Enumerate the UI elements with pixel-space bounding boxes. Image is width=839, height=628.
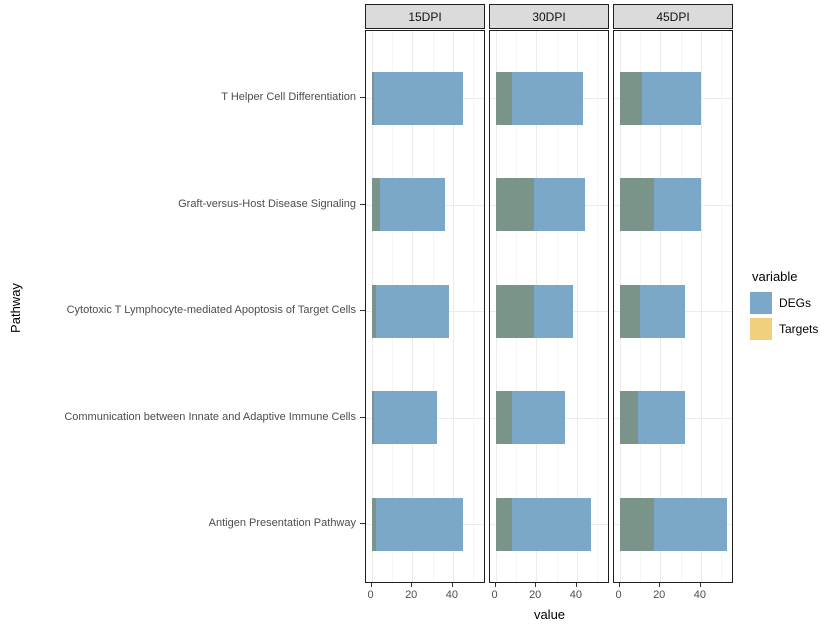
- bar-degs: [495, 391, 565, 444]
- bar-targets-overlap: [495, 178, 535, 231]
- facet-strip: 15DPI: [365, 4, 485, 29]
- bar-targets-overlap: [619, 71, 642, 125]
- y-tick-mark: [360, 203, 365, 205]
- bar-degs: [495, 497, 592, 551]
- bar-targets-overlap: [619, 497, 655, 551]
- x-tick-mark: [494, 583, 496, 587]
- x-tick-mark: [370, 583, 372, 587]
- bar-targets-overlap: [371, 178, 380, 231]
- bar-targets-overlap: [619, 391, 638, 444]
- facet-strip-label: 15DPI: [408, 9, 442, 24]
- x-tick-mark: [411, 583, 413, 587]
- bar-degs: [371, 284, 449, 338]
- bar-targets-overlap: [495, 497, 512, 551]
- legend-swatch-degs: [750, 292, 772, 314]
- x-axis-title: value: [533, 607, 566, 622]
- legend-key: DEGs: [750, 292, 838, 314]
- bar-targets-overlap: [371, 284, 376, 338]
- facet-panel: [365, 30, 485, 583]
- x-tick-label: 40: [569, 589, 583, 601]
- y-axis-label: Cytotoxic T Lymphocyte-mediated Apoptosi…: [66, 304, 356, 316]
- legend-swatch-targets: [750, 318, 772, 340]
- x-tick-mark: [535, 583, 537, 587]
- legend-label: DEGs: [779, 296, 812, 310]
- y-tick-mark: [360, 310, 365, 311]
- bar-targets-overlap: [495, 284, 535, 338]
- bar-degs: [495, 71, 583, 125]
- facet-strip: 45DPI: [613, 4, 733, 29]
- facet-strip: 30DPI: [489, 4, 609, 29]
- bar-degs: [371, 178, 445, 231]
- gridline-major: [576, 31, 578, 582]
- facet-strip-label: 30DPI: [532, 9, 566, 24]
- bar-targets-overlap: [495, 71, 512, 125]
- bar-degs: [619, 497, 728, 551]
- x-tick-label: 40: [445, 589, 459, 601]
- bar-degs: [619, 391, 685, 444]
- bar-targets-overlap: [371, 497, 376, 551]
- bar-degs: [371, 497, 464, 551]
- x-tick-mark: [575, 583, 577, 587]
- bar-degs: [619, 71, 701, 125]
- facet-panel: [613, 30, 733, 583]
- bar-degs: [495, 178, 586, 231]
- bar-degs: [619, 284, 685, 338]
- facet-panel: [489, 30, 609, 583]
- bar-degs: [371, 71, 464, 125]
- x-tick-mark: [699, 583, 701, 587]
- legend: variable DEGs Targets: [750, 269, 838, 344]
- bar-degs: [495, 284, 573, 338]
- y-axis-label: T Helper Cell Differentiation: [221, 91, 356, 103]
- x-tick-label: 40: [693, 589, 707, 601]
- y-tick-mark: [360, 523, 365, 524]
- legend-title: variable: [752, 269, 798, 284]
- facet-strip-label: 45DPI: [656, 9, 690, 24]
- legend-key: Targets: [750, 318, 838, 340]
- bar-targets-overlap: [371, 71, 374, 125]
- y-axis-label: Graft-versus-Host Disease Signaling: [178, 197, 356, 210]
- bar-targets-overlap: [619, 284, 640, 338]
- x-tick-label: 0: [491, 589, 498, 601]
- legend-entries: DEGs Targets: [750, 292, 838, 340]
- gridline-minor: [597, 31, 599, 582]
- gridline-minor: [721, 31, 723, 582]
- x-tick-label: 20: [653, 589, 666, 601]
- y-axis-label: Antigen Presentation Pathway: [208, 517, 356, 529]
- x-tick-label: 0: [615, 589, 622, 601]
- y-tick-mark: [360, 416, 365, 418]
- legend-label: Targets: [779, 322, 819, 336]
- x-tick-label: 20: [405, 589, 418, 601]
- bar-targets-overlap: [619, 178, 655, 231]
- bar-targets-overlap: [495, 391, 512, 444]
- x-tick-mark: [618, 583, 620, 587]
- x-tick-label: 20: [529, 589, 542, 601]
- gridline-major: [452, 31, 454, 582]
- gridline-major: [700, 31, 702, 582]
- y-axis-label: Communication between Innate and Adaptiv…: [64, 410, 356, 423]
- x-tick-mark: [451, 583, 453, 587]
- x-tick-mark: [659, 583, 661, 587]
- x-tick-label: 0: [367, 589, 374, 601]
- gridline-minor: [473, 31, 475, 582]
- y-tick-mark: [360, 97, 365, 98]
- bar-degs: [371, 391, 437, 444]
- bar-degs: [619, 178, 701, 231]
- bar-targets-overlap: [371, 391, 374, 444]
